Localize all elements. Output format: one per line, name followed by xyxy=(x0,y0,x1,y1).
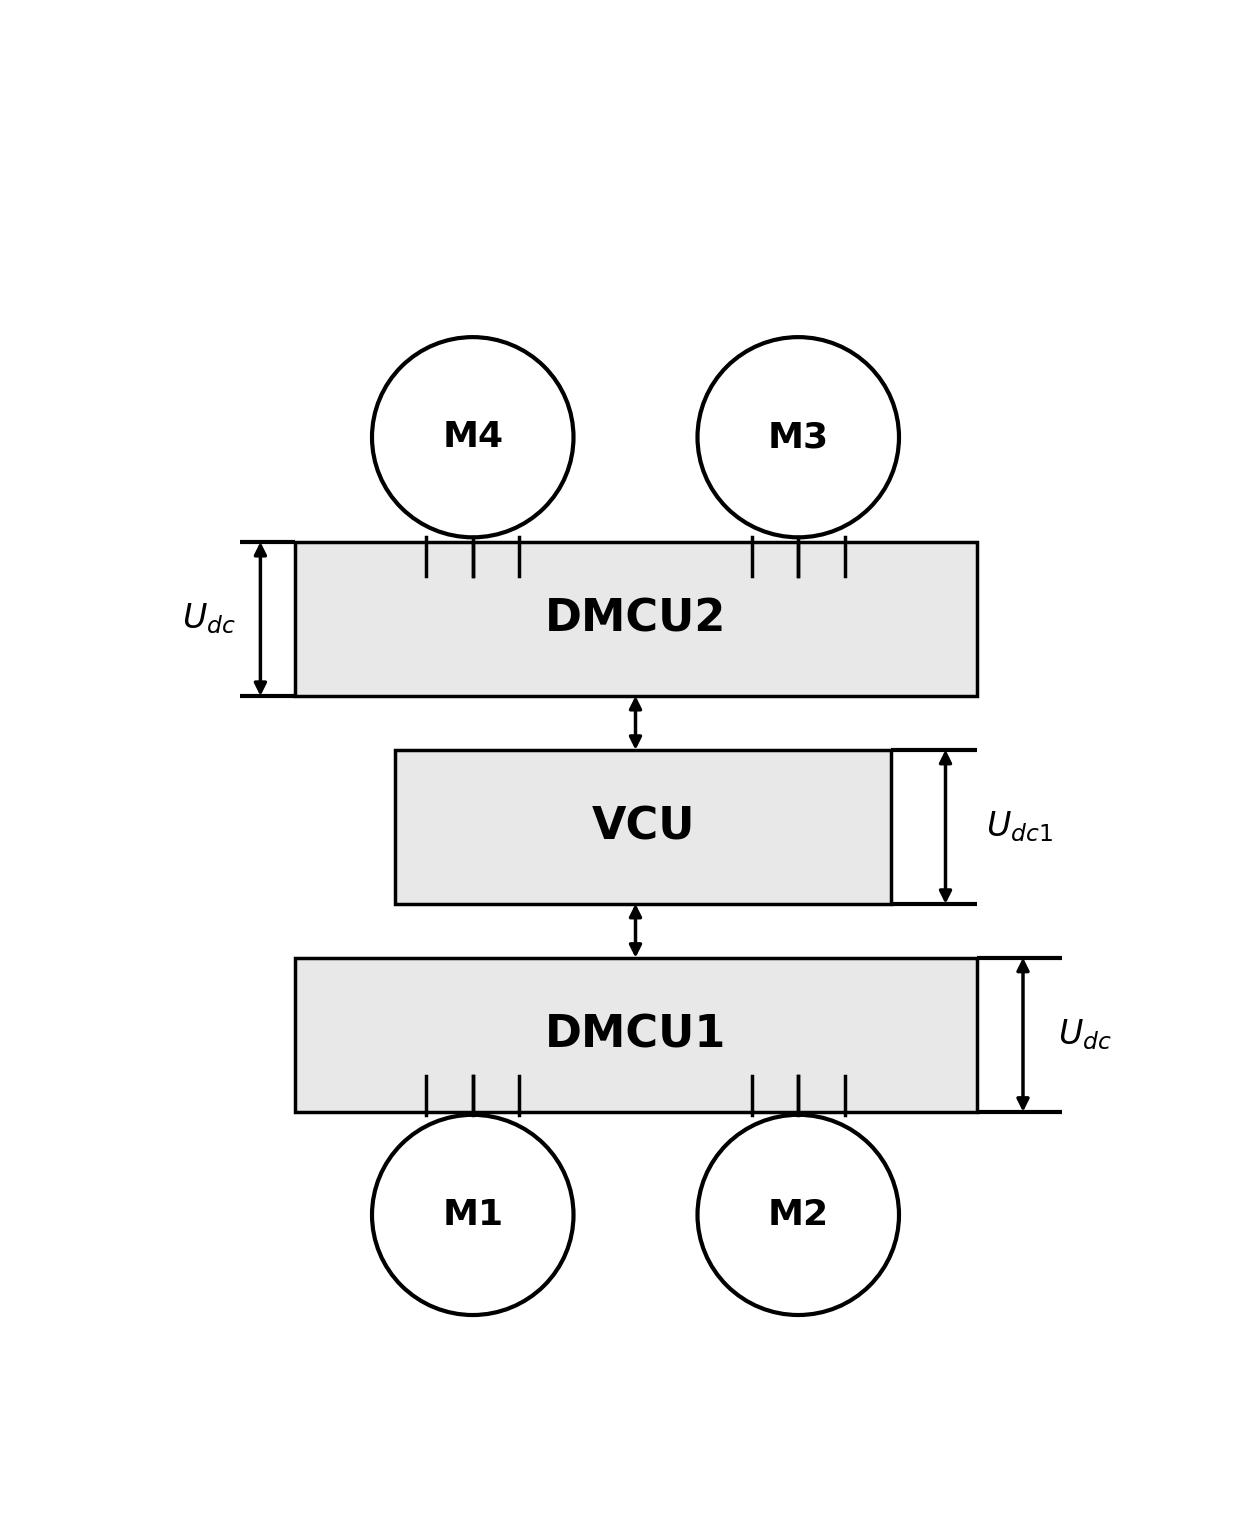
Text: DMCU1: DMCU1 xyxy=(544,1013,727,1056)
Text: VCU: VCU xyxy=(591,806,694,848)
Text: DMCU2: DMCU2 xyxy=(544,598,727,641)
Bar xyxy=(295,542,977,696)
Text: M1: M1 xyxy=(443,1198,503,1231)
Text: $\mathit{U}_{dc}$: $\mathit{U}_{dc}$ xyxy=(182,601,236,636)
Text: M3: M3 xyxy=(768,420,828,455)
Circle shape xyxy=(372,1116,573,1315)
Bar xyxy=(295,958,977,1112)
Text: $\mathit{U}_{dc1}$: $\mathit{U}_{dc1}$ xyxy=(987,809,1053,844)
Bar xyxy=(396,749,892,903)
Text: M4: M4 xyxy=(443,420,503,455)
Circle shape xyxy=(372,337,573,537)
Text: M2: M2 xyxy=(768,1198,828,1231)
Circle shape xyxy=(697,337,899,537)
Text: $\mathit{U}_{dc}$: $\mathit{U}_{dc}$ xyxy=(1058,1018,1112,1051)
Circle shape xyxy=(697,1116,899,1315)
